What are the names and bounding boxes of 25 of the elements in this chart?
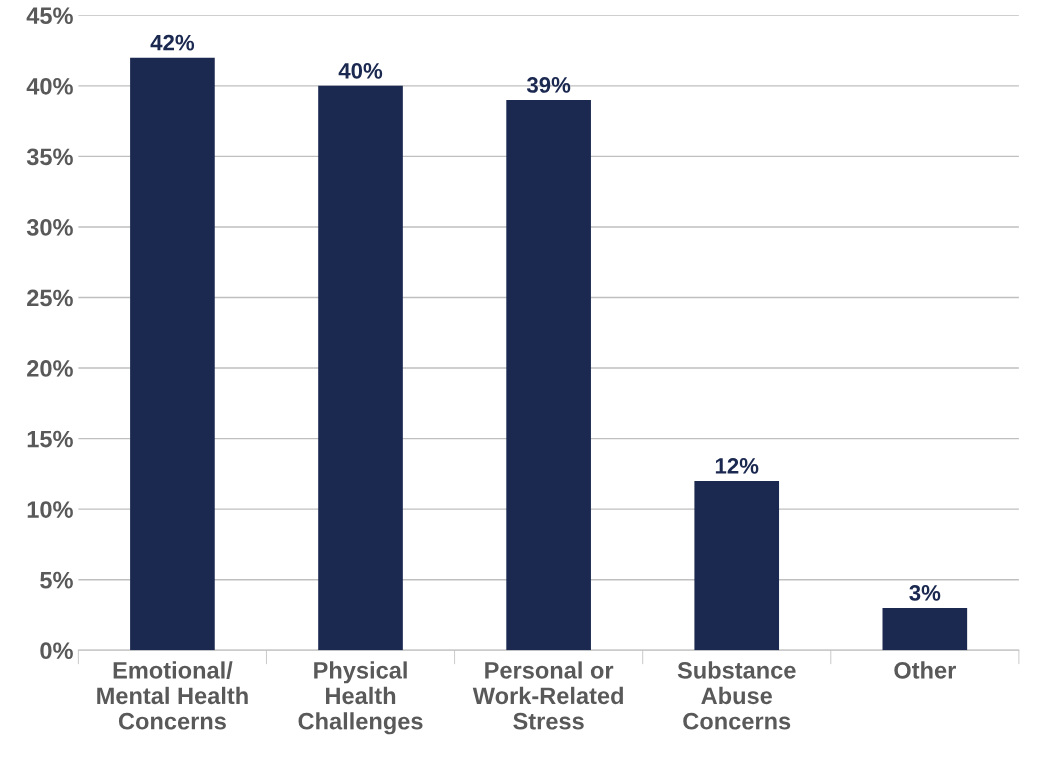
data-label: 42% bbox=[150, 34, 195, 51]
y-tick-label: 0% bbox=[40, 642, 73, 660]
bar bbox=[694, 480, 780, 651]
data-label: 40% bbox=[338, 62, 383, 79]
bar bbox=[882, 607, 968, 651]
y-tick-label: 45% bbox=[26, 7, 73, 25]
y-tick-label: 15% bbox=[27, 430, 73, 448]
y-tick-label: 25% bbox=[27, 289, 73, 307]
data-label: 12% bbox=[715, 458, 759, 474]
y-tick-label: 5% bbox=[40, 571, 73, 589]
x-tick-label: Emotional/ Mental Health Concerns bbox=[97, 661, 248, 730]
bar bbox=[130, 57, 215, 651]
x-tick-label: Physical Health Challenges bbox=[298, 661, 423, 735]
y-tick-label: 35% bbox=[26, 148, 73, 166]
bar bbox=[506, 99, 591, 651]
x-tick-label: Other bbox=[894, 661, 956, 679]
x-tick-label: Substance Abuse Concerns bbox=[677, 661, 796, 730]
y-tick-label: 10% bbox=[27, 501, 73, 518]
x-tick-label: Personal or Work-Related Stress bbox=[472, 661, 623, 730]
y-tick-label: 40% bbox=[26, 77, 73, 95]
y-tick-label: 20% bbox=[27, 360, 73, 377]
data-label: 39% bbox=[526, 77, 571, 93]
data-label: 3% bbox=[909, 585, 941, 601]
y-tick-label: 30% bbox=[26, 219, 73, 236]
bar bbox=[318, 85, 403, 651]
